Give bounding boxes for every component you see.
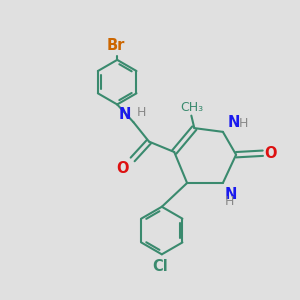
Text: Br: Br [106, 38, 125, 53]
Text: H: H [224, 196, 234, 208]
Text: H: H [137, 106, 146, 119]
Text: H: H [238, 117, 248, 130]
Text: N: N [119, 107, 131, 122]
Text: CH₃: CH₃ [180, 101, 203, 114]
Text: N: N [224, 188, 237, 202]
Text: O: O [264, 146, 277, 161]
Text: O: O [117, 161, 129, 176]
Text: N: N [227, 116, 240, 130]
Text: Cl: Cl [152, 259, 168, 274]
